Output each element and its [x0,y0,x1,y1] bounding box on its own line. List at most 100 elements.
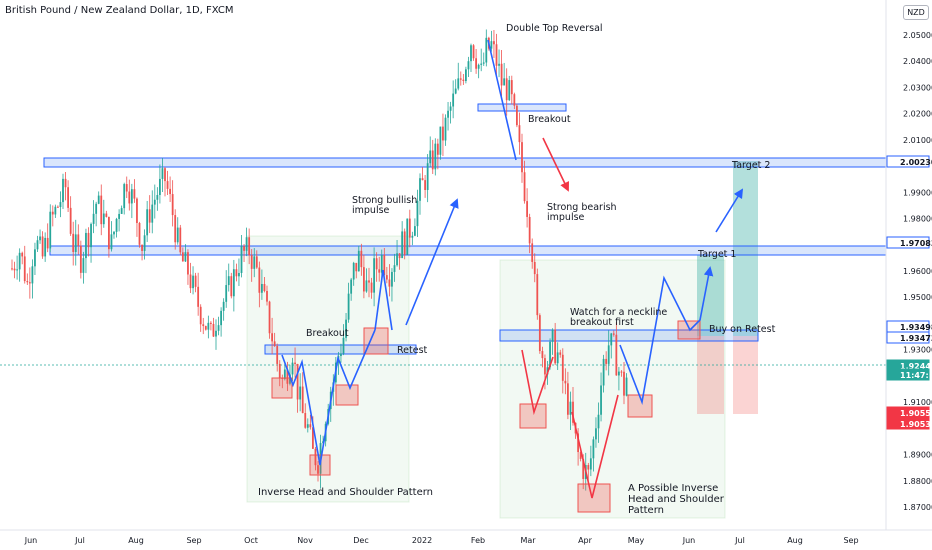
candle-body [498,63,500,66]
candle-body [536,274,539,316]
candle-body [401,231,404,259]
price-tick-label: 2.01000 [903,136,932,145]
candle-body [306,424,309,428]
ann-ihs-right-1: A Possible Inverse [628,483,718,494]
ann-double-top: Double Top Reversal [506,23,603,34]
candle-body [34,249,36,267]
candle-body [291,362,294,375]
time-tick-label: Jun [24,536,38,545]
candle-body [421,178,424,181]
candle-body [615,334,618,376]
candle-body [521,142,523,173]
price-tick-label: 1.95000 [903,293,932,302]
candle-body [355,262,358,272]
price-tick-label: 1.96000 [903,267,932,276]
candle-body [212,323,215,337]
candle-body [204,326,207,330]
candle-body [59,202,62,208]
candle-body [194,275,197,287]
level-double-top[interactable] [477,103,567,112]
candle-body [549,341,551,368]
candle-body [347,293,350,320]
candle-body [13,268,16,271]
candle-body [166,181,169,189]
candle-body [589,458,592,470]
candle-body [54,206,57,215]
candle-body [176,227,179,243]
candle-body [49,211,52,249]
price-badges: 2.00230 1.97083 1.93498 1.93473 1.9244711:47… [886,155,932,430]
candle-body [510,80,513,95]
candle-body [597,414,600,429]
candle-body [62,178,64,203]
left-rise-path [374,269,384,331]
candle-body [31,266,34,284]
price-tick-label: 1.87000 [903,503,932,512]
candle-body [44,237,47,257]
bearish-impulse-arrow [542,137,569,192]
price-tick-label: 2.04000 [903,57,932,66]
candle-body [317,465,319,474]
double-top-path [487,39,517,161]
candle-body [500,63,503,86]
candle-body [541,351,544,359]
level-neckline-left[interactable] [264,344,417,355]
candle-body [416,200,419,227]
candle-body [138,222,141,245]
candle-body [342,337,345,354]
candle-body [411,235,414,238]
time-tick-label: Nov [297,536,313,545]
candle-body [210,322,212,324]
candle-body [365,280,368,292]
candle-body [554,329,557,364]
candle-body [41,236,44,257]
candle-body [235,269,238,277]
candle-body [72,233,75,253]
time-axis[interactable]: Jun Jul Aug Sep Oct Nov Dec 2022 Feb Mar Apr May Jun… [24,536,859,545]
candle-body [240,246,243,273]
ann-bearish-1: Strong bearish [547,202,617,213]
ann-ihs-right-3: Pattern [628,505,664,516]
candle-body [503,78,506,86]
candle-body [133,189,136,199]
time-tick-label: Mar [520,536,536,545]
candle-body [23,256,26,282]
candle-body [296,363,299,400]
time-tick-label: Feb [471,536,485,545]
candle-body [189,274,192,289]
candle-body [393,265,396,272]
candle-body [225,285,228,302]
candle-body [556,352,559,364]
candle-body [181,252,184,262]
candle-body [388,279,391,287]
candle-body [238,272,240,277]
candle-body [582,458,585,479]
ann-ihs-right-2: Head and Shoulder [628,494,725,505]
price-axis[interactable]: 2.05000 2.04000 2.03000 2.02000 2.01000 1.990… [903,31,932,512]
candle-body [286,369,289,384]
candle-body [57,206,59,208]
left-pattern-path [281,329,376,466]
currency-badge[interactable]: NZD [903,5,929,20]
candle-body [97,195,100,204]
candle-body [156,194,159,200]
price-tick-label: 1.93000 [903,346,932,355]
candle-body [587,465,590,470]
candle-body [518,125,521,143]
ann-target1: Target 1 [697,249,736,260]
candle-body [442,126,444,141]
stop-zone-2 [733,336,758,414]
candle-body [51,211,54,215]
price-tick-label: 1.98000 [903,215,932,224]
candle-body [245,237,248,251]
candle-body [352,262,355,280]
candle-body [108,216,110,250]
price-badge-label: 11:47:14 [900,371,932,380]
candle-body [600,385,602,415]
candle-body [197,286,200,307]
candle-body [572,401,574,423]
level-neckline-right[interactable] [499,329,759,342]
candle-body [579,452,582,459]
candle-body [250,255,253,269]
